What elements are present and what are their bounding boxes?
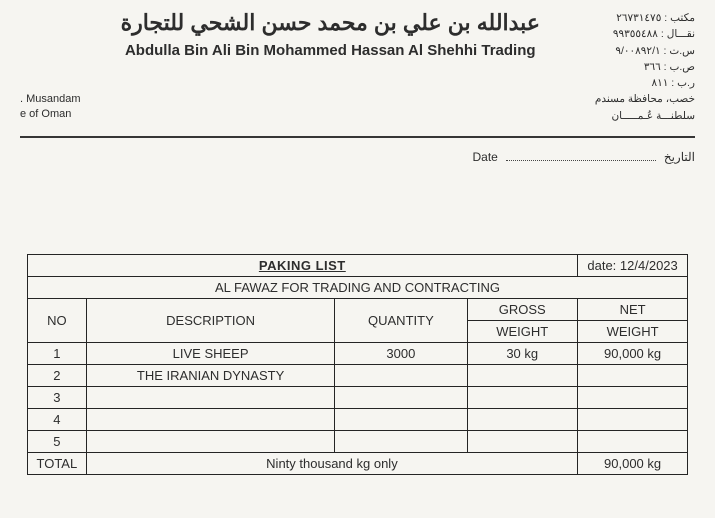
lh-right-line: ص.ب : ٣٦٦ [580,59,695,75]
cell-desc: THE IRANIAN DYNASTY [86,364,334,386]
lh-right-line: س.ت : ٩/٠٠٨٩٢/١ [580,43,695,59]
cell-no: 1 [27,342,86,364]
cell-desc [86,386,334,408]
cell-gross [467,430,577,452]
cell-no: 3 [27,386,86,408]
lh-left-line: . Musandam [20,92,81,107]
cell-net [577,386,687,408]
table-row: 2 THE IRANIAN DYNASTY [27,364,688,386]
header-gross: GROSS [467,298,577,320]
header-description: DESCRIPTION [86,298,334,342]
lh-right-line: نقـــال : ٩٩٣٥٥٤٨٨ [580,26,695,42]
cell-gross [467,408,577,430]
company-name-arabic: عبدالله بن علي بن محمد حسن الشحي للتجارة [93,10,568,36]
cell-net [577,364,687,386]
packing-list-table: PAKING LIST date: 12/4/2023 AL FAWAZ FOR… [27,254,689,475]
cell-net [577,408,687,430]
lh-right-line: ر.ب : ٨١١ [580,75,695,91]
packing-date-value: 12/4/2023 [620,258,678,273]
company-name-english: Abdulla Bin Ali Bin Mohammed Hassan Al S… [93,42,568,59]
date-label-ar: التاريخ [664,150,695,164]
packing-date-cell: date: 12/4/2023 [577,254,687,276]
cell-desc: LIVE SHEEP [86,342,334,364]
table-row: 1 LIVE SHEEP 3000 30 kg 90,000 kg [27,342,688,364]
cell-desc [86,430,334,452]
packing-title: PAKING LIST [259,258,346,273]
cell-no: 5 [27,430,86,452]
total-net: 90,000 kg [577,452,687,474]
recipient-cell: AL FAWAZ FOR TRADING AND CONTRACTING [27,276,688,298]
total-words: Ninty thousand kg only [86,452,577,474]
cell-gross [467,364,577,386]
packing-date-label: date: [587,258,616,273]
cell-gross: 30 kg [467,342,577,364]
header-net-weight: WEIGHT [577,320,687,342]
date-blank [506,150,656,161]
letterhead: . Musandam e of Oman عبدالله بن علي بن م… [20,10,695,138]
cell-net [577,430,687,452]
header-gross-weight: WEIGHT [467,320,577,342]
spacer [20,164,695,254]
table-row: 5 [27,430,688,452]
cell-net: 90,000 kg [577,342,687,364]
cell-qty [335,386,467,408]
cell-qty [335,430,467,452]
table-row: 3 [27,386,688,408]
lh-left-line: e of Oman [20,107,81,122]
header-net: NET [577,298,687,320]
lh-right-line: سلطنـــة عُـمـــــان [580,108,695,124]
table-row: 4 [27,408,688,430]
cell-no: 2 [27,364,86,386]
header-no: NO [27,298,86,342]
cell-qty [335,408,467,430]
cell-gross [467,386,577,408]
header-quantity: QUANTITY [335,298,467,342]
packing-title-cell: PAKING LIST [27,254,577,276]
lh-right-line: خصب، محافظة مسندم [580,91,695,107]
cell-qty [335,364,467,386]
date-line: Date التاريخ [20,150,695,164]
total-label: TOTAL [27,452,86,474]
letterhead-left: . Musandam e of Oman [20,92,81,124]
date-label-en: Date [472,150,497,164]
letterhead-right: مكتب : ٢٦٧٣١٤٧٥ نقـــال : ٩٩٣٥٥٤٨٨ س.ت :… [580,10,695,124]
letterhead-center: عبدالله بن علي بن محمد حسن الشحي للتجارة… [93,10,568,59]
cell-desc [86,408,334,430]
cell-no: 4 [27,408,86,430]
cell-qty: 3000 [335,342,467,364]
lh-right-line: مكتب : ٢٦٧٣١٤٧٥ [580,10,695,26]
total-row: TOTAL Ninty thousand kg only 90,000 kg [27,452,688,474]
